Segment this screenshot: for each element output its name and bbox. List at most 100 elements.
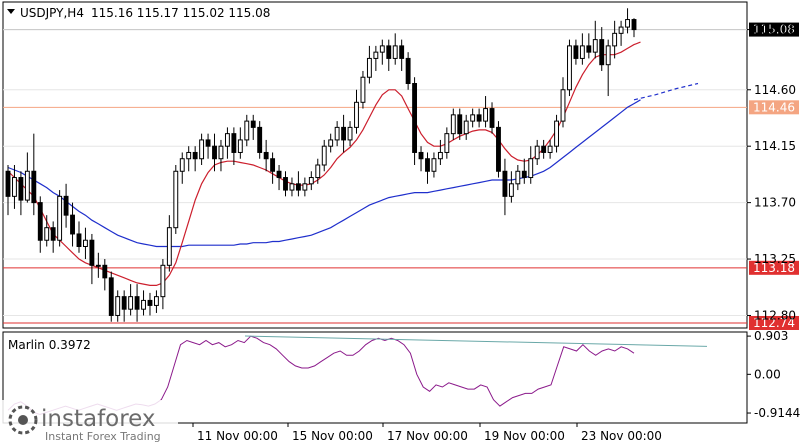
- candle-bear-body: [489, 108, 495, 128]
- candle: [573, 39, 579, 65]
- candle: [302, 177, 308, 197]
- candle: [579, 33, 585, 65]
- price-tick-label: 115.08: [754, 23, 796, 37]
- candle-bull-body: [199, 139, 205, 160]
- price-tick-label: 113.70: [754, 196, 796, 210]
- candle-bear-body: [263, 151, 269, 160]
- candle: [599, 27, 605, 71]
- candle: [5, 165, 11, 216]
- candle: [399, 39, 405, 71]
- candle: [270, 152, 276, 184]
- candle: [418, 146, 424, 172]
- candle: [347, 121, 353, 147]
- candle: [199, 133, 205, 165]
- candle: [373, 45, 379, 71]
- candle-bear-body: [63, 195, 69, 216]
- candle-bear-body: [283, 177, 288, 191]
- candle-bear-body: [586, 45, 592, 53]
- watermark-panel: [2, 400, 178, 445]
- candle: [508, 171, 514, 203]
- main-plot-frame: [2, 1, 748, 329]
- candle-bear-body: [37, 202, 43, 241]
- candle-bull-body: [579, 45, 585, 59]
- candle-bull-body: [302, 183, 308, 191]
- time-tick-label: 17 Nov 00:00: [387, 429, 468, 443]
- candle-bull-body: [605, 45, 611, 66]
- candle-bull-body: [508, 183, 514, 197]
- candle-bear-body: [205, 139, 211, 147]
- candle-bear-body: [212, 145, 217, 160]
- candle-bear-body: [521, 170, 527, 179]
- candle-bull-body: [44, 227, 50, 241]
- candle: [534, 139, 540, 165]
- candle-bear-body: [108, 277, 114, 316]
- candle: [276, 165, 282, 191]
- oscillator-tick-label: 0.903: [754, 329, 788, 343]
- candle-bull-body: [57, 195, 63, 241]
- candle-bull-body: [179, 158, 185, 172]
- candle: [57, 190, 63, 247]
- candle-bull-body: [24, 170, 30, 201]
- dropdown-triangle-icon[interactable]: [7, 9, 15, 14]
- candle-bear-body: [5, 170, 11, 197]
- candle-bull-body: [554, 120, 559, 147]
- candle: [541, 139, 547, 159]
- candle: [263, 139, 269, 172]
- chart-symbol: USDJPY,H4: [20, 6, 84, 20]
- candle: [483, 96, 489, 128]
- candle-bear-body: [412, 83, 418, 153]
- candle-bull-body: [289, 183, 295, 191]
- candle: [31, 133, 37, 216]
- candle: [612, 20, 618, 59]
- price-tick-label: 113.25: [754, 252, 796, 266]
- chart-ohlc: 115.16 115.17 115.02 115.08: [91, 6, 270, 20]
- candle-bull-body: [360, 76, 366, 103]
- candle-bull-body: [392, 45, 398, 59]
- candle: [134, 284, 140, 322]
- candle: [308, 171, 314, 191]
- candle: [205, 133, 211, 159]
- slow-ma-line: [7, 99, 641, 248]
- oscillator-trendline: [244, 335, 708, 347]
- candle: [618, 20, 624, 46]
- candle-bear-body: [418, 151, 424, 160]
- candle: [489, 102, 495, 134]
- candle: [463, 114, 469, 140]
- candle: [224, 127, 230, 159]
- candle: [44, 215, 50, 247]
- candle-bear-body: [399, 45, 405, 59]
- candle-bear-body: [270, 158, 276, 172]
- candle: [366, 45, 372, 84]
- candle: [392, 33, 398, 65]
- price-tick-label: 114.60: [754, 83, 796, 97]
- candle: [450, 108, 456, 140]
- candle: [18, 171, 24, 216]
- candle: [141, 290, 146, 316]
- candle-bull-body: [515, 170, 521, 185]
- candle-bear-body: [50, 227, 56, 241]
- candle: [567, 39, 572, 97]
- candle-bull-body: [463, 120, 469, 135]
- level-price-tag: [749, 315, 799, 330]
- candle-bull-body: [334, 126, 340, 141]
- candle-bear-body: [31, 170, 37, 204]
- candle: [244, 114, 250, 147]
- candle-bear-body: [102, 264, 108, 279]
- candle: [147, 292, 153, 316]
- current-price-tag: [749, 22, 799, 37]
- candle: [289, 177, 295, 197]
- level-price-tag: [749, 100, 799, 115]
- candle: [212, 133, 217, 172]
- candle-bull-body: [186, 151, 192, 160]
- price-tick-label: 112.80: [754, 308, 796, 322]
- candle-bull-body: [354, 101, 359, 128]
- candle: [128, 284, 134, 316]
- candle-bear-body: [386, 45, 392, 59]
- candle-bear-body: [599, 39, 605, 66]
- candle: [354, 89, 359, 134]
- candle-bear-body: [341, 126, 347, 141]
- time-tick-label: 23 Nov 00:00: [581, 429, 662, 443]
- candle: [108, 271, 114, 322]
- candle-bull-body: [567, 45, 572, 91]
- candle: [24, 152, 30, 203]
